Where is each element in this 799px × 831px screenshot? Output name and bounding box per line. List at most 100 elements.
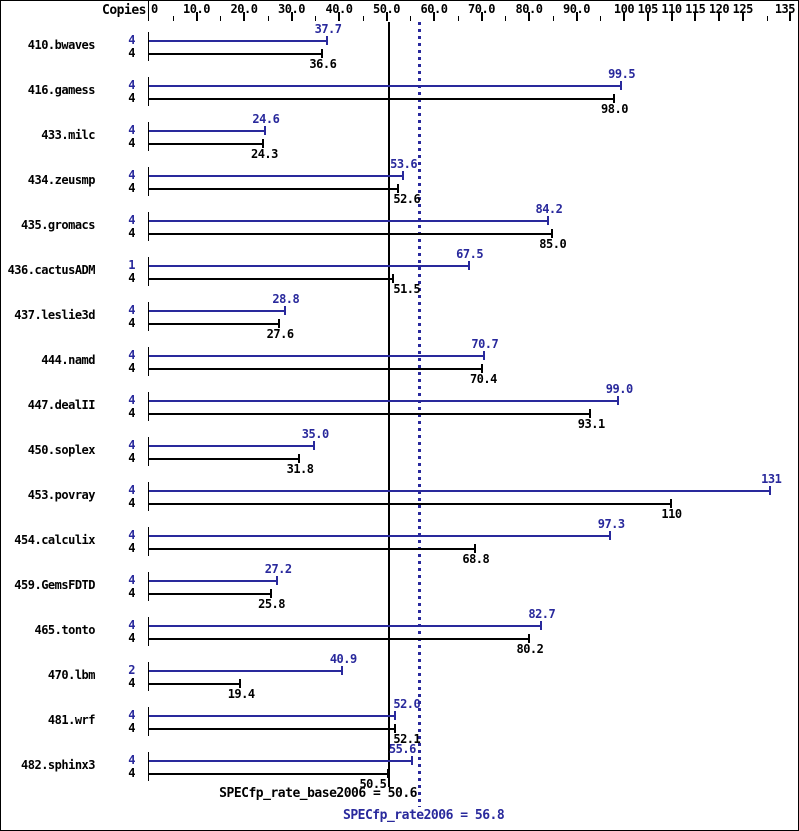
base-copies-label: 4 <box>128 586 135 600</box>
base-value-label: 24.3 <box>250 147 278 161</box>
peak-bar <box>149 265 470 267</box>
base-copies-label: 4 <box>128 91 135 105</box>
base-value-label: 27.6 <box>266 327 294 341</box>
peak-bar <box>149 445 316 447</box>
base-bar <box>149 458 301 460</box>
row-axis-stub <box>148 302 149 331</box>
peak-bar <box>149 175 404 177</box>
base-copies-label: 4 <box>128 766 135 780</box>
peak-bar-endcap <box>401 171 404 180</box>
benchmark-label: 465.tonto <box>34 623 95 637</box>
base-bar-endcap <box>386 769 389 778</box>
peak-bar-endcap <box>283 306 286 315</box>
peak-copies-label: 4 <box>128 618 135 632</box>
peak-copies-label: 4 <box>128 753 135 767</box>
axis-tick <box>338 12 340 21</box>
axis-tick-label: 40.0 <box>325 2 353 16</box>
peak-copies-label: 4 <box>128 573 135 587</box>
base-bar-endcap <box>394 724 397 733</box>
axis-minor-tick <box>766 16 768 21</box>
axis-tick <box>290 12 293 21</box>
axis-tick-label: 80.0 <box>515 2 543 16</box>
peak-bar-endcap <box>546 216 549 225</box>
base-copies-label: 4 <box>128 541 135 555</box>
copies-axis-separator <box>148 1 149 21</box>
base-bar <box>149 413 592 415</box>
base-bar-endcap <box>391 274 394 283</box>
base-value-label: 36.6 <box>309 57 337 71</box>
benchmark-label: 450.soplex <box>27 443 96 457</box>
base-copies-label: 4 <box>128 721 135 735</box>
peak-value-label: 40.9 <box>329 652 357 666</box>
peak-value-label: 84.2 <box>535 202 563 216</box>
peak-copies-label: 4 <box>128 483 135 497</box>
base-bar <box>149 188 399 190</box>
axis-tick-label: 90.0 <box>563 2 590 16</box>
peak-value-label: 55.6 <box>388 742 416 756</box>
axis-tick <box>694 12 697 21</box>
base-value-label: 68.8 <box>462 552 490 566</box>
base-bar <box>149 683 242 685</box>
peak-value-label: 131 <box>761 472 782 486</box>
axis-tick <box>623 12 625 21</box>
row-axis-stub <box>148 122 149 151</box>
axis-minor-tick <box>552 16 554 21</box>
axis-tick <box>243 12 245 21</box>
base-copies-label: 4 <box>128 271 135 285</box>
axis-tick-label: 110 <box>661 2 682 16</box>
row-axis-stub <box>148 257 149 286</box>
copies-column-header: Copies <box>102 3 146 18</box>
axis-tick-label: 20.0 <box>230 2 258 16</box>
row-axis-stub <box>148 32 149 61</box>
benchmark-label: 459.GemsFDTD <box>14 578 95 592</box>
peak-bar <box>149 220 549 222</box>
peak-copies-label: 4 <box>128 438 135 452</box>
base-bar-endcap <box>396 184 399 193</box>
base-bar <box>149 638 530 640</box>
benchmark-label: 436.cactusADM <box>7 263 96 277</box>
base-value-label: 52.1 <box>393 732 421 746</box>
base-bar <box>149 278 394 280</box>
peak-value-label: 53.6 <box>390 157 418 171</box>
axis-tick <box>718 12 720 21</box>
axis-tick-label: 125 <box>732 2 754 16</box>
axis-tick-label: 50.0 <box>373 2 400 16</box>
peak-bar-endcap <box>341 666 344 675</box>
row-axis-stub <box>148 752 149 781</box>
peak-bar <box>149 355 485 357</box>
row-axis-stub <box>148 167 149 196</box>
peak-copies-label: 2 <box>128 663 135 677</box>
axis-tick-label: 105 <box>637 2 659 16</box>
axis-tick <box>789 12 792 21</box>
base-copies-label: 4 <box>128 676 135 690</box>
benchmark-label: 435.gromacs <box>21 218 95 232</box>
base-value-label: 31.8 <box>286 462 314 476</box>
peak-bar-endcap <box>769 486 772 495</box>
base-mean-line <box>388 22 391 787</box>
peak-bar <box>149 490 772 492</box>
base-copies-label: 4 <box>128 316 135 330</box>
peak-bar-endcap <box>467 261 470 270</box>
base-copies-label: 4 <box>128 46 135 60</box>
base-value-label: 52.6 <box>393 192 421 206</box>
peak-value-label: 67.5 <box>456 247 484 261</box>
base-copies-label: 4 <box>128 631 135 645</box>
axis-tick-label: 100 <box>613 2 635 16</box>
base-bar-endcap <box>298 454 301 463</box>
peak-bar-endcap <box>619 81 622 90</box>
peak-rate-summary-text: SPECfp_rate2006 = 56.8 <box>343 808 505 823</box>
benchmark-label: 416.gamess <box>27 83 96 97</box>
base-value-label: 93.1 <box>577 417 605 431</box>
peak-value-label: 99.0 <box>605 382 633 396</box>
row-axis-stub <box>148 212 149 241</box>
peak-value-label: 97.3 <box>597 517 625 531</box>
axis-minor-tick <box>600 16 602 21</box>
peak-value-label: 24.6 <box>252 112 280 126</box>
base-bar-endcap <box>589 409 592 418</box>
peak-value-label: 35.0 <box>301 427 329 441</box>
peak-copies-label: 4 <box>128 33 135 47</box>
base-bar <box>149 53 323 55</box>
peak-value-label: 52.0 <box>393 697 421 711</box>
base-bar <box>149 503 672 505</box>
base-bar <box>149 368 484 370</box>
